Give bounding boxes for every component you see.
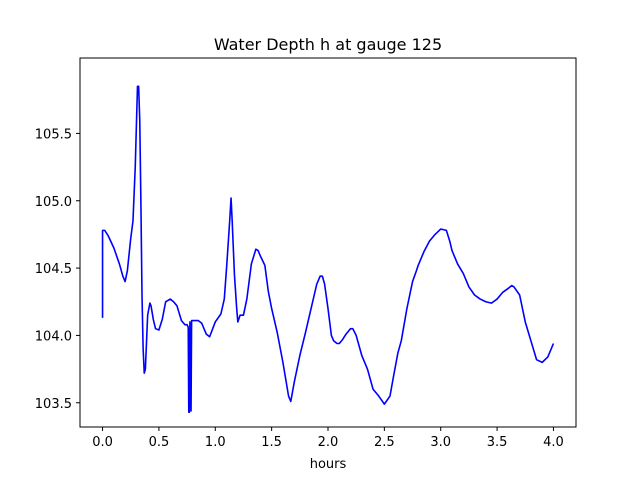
series-line (101, 85, 555, 413)
x-tick-label: 3.5 (487, 435, 508, 450)
x-tick-label: 1.5 (261, 435, 282, 450)
x-tick-label: 0.5 (149, 435, 170, 450)
x-axis-label: hours (310, 457, 347, 472)
y-tick-label: 105.0 (35, 195, 72, 210)
plot-area-frame (79, 57, 577, 428)
y-tick-label: 105.5 (35, 127, 72, 142)
x-tick-label: 4.0 (543, 435, 564, 450)
x-tick-label: 3.0 (430, 435, 451, 450)
x-tick-label: 2.5 (374, 435, 395, 450)
x-axis-ticks: 0.0 0.5 1.0 1.5 2.0 2.5 3.0 3.5 4.0 (92, 427, 564, 450)
x-tick-label: 1.0 (205, 435, 226, 450)
x-tick-label: 2.0 (318, 435, 339, 450)
chart-title: Water Depth h at gauge 125 (214, 35, 442, 54)
x-tick-label: 0.0 (92, 435, 113, 450)
y-tick-label: 104.0 (35, 329, 72, 344)
y-axis-ticks: 103.5 104.0 104.5 105.0 105.5 (35, 127, 80, 412)
y-tick-label: 104.5 (35, 262, 72, 277)
y-tick-label: 103.5 (35, 397, 72, 412)
